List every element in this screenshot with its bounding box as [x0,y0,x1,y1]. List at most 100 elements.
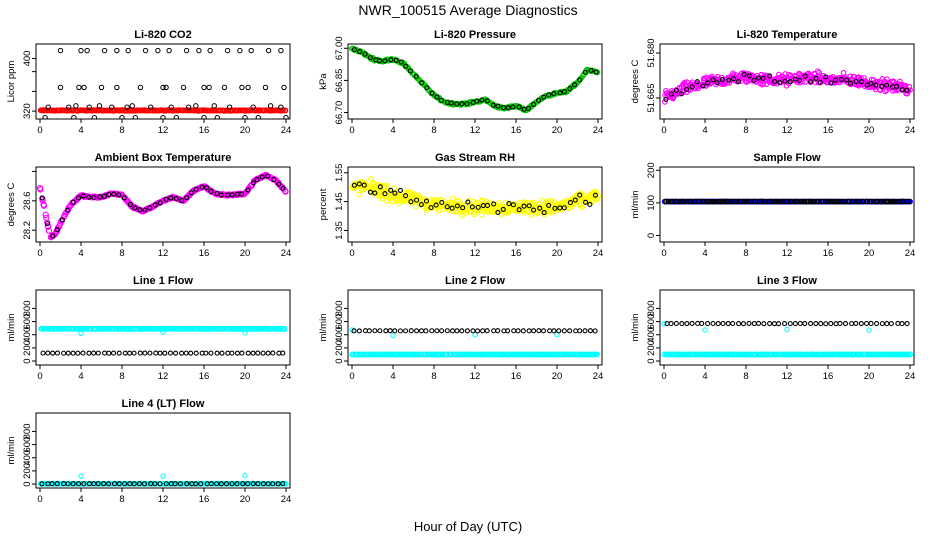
data-point [541,94,547,100]
data-point [86,350,92,356]
panel-title: Line 3 Flow [757,275,817,287]
x-tick-label: 20 [552,125,563,136]
data-point [397,187,403,193]
y-tick-label: 800 [334,300,345,316]
series-black [39,173,286,239]
data-point [224,47,231,54]
data-point [588,67,594,73]
data-point [861,351,868,358]
data-point [127,350,133,356]
data-point [362,51,368,57]
data-point [879,83,885,90]
data-point [879,321,885,327]
data-point [245,350,251,356]
data-point [661,320,667,327]
x-tick-label: 0 [37,371,42,382]
x-tick-label: 16 [199,494,210,505]
data-point [226,104,233,110]
x-tick-label: 16 [511,248,522,259]
data-point [116,481,122,487]
data-point [65,350,71,356]
y-tick-label: 0 [334,358,345,363]
data-point [866,327,872,333]
data-point [40,202,48,209]
data-point [595,192,602,199]
data-point [100,481,107,487]
data-point [775,198,781,205]
data-point [160,84,166,91]
x-tick-label: 24 [593,248,604,259]
data-point [270,481,276,487]
data-point [424,85,430,91]
data-point [766,198,772,205]
y-tick-label: 200 [646,162,657,178]
data-point [868,320,874,327]
data-point [484,202,491,209]
data-point [39,195,45,201]
data-point [45,227,53,234]
data-point [495,103,501,109]
data-point [116,350,122,356]
data-point [408,199,414,205]
data-point [572,197,578,203]
data-point [700,83,706,89]
x-tick-label: 12 [158,494,169,505]
x-tick-label: 20 [864,248,875,259]
data-point [57,47,64,54]
data-point [234,350,240,356]
x-tick-label: 4 [702,125,707,136]
data-point [868,198,875,205]
data-point [893,198,900,205]
data-point [823,74,829,80]
data-point [530,101,537,107]
panel-title: Line 1 Flow [133,275,193,287]
data-point [131,350,137,356]
x-tick-label: 16 [511,371,522,382]
data-point [254,177,260,183]
data-point [472,332,478,338]
data-point [664,321,670,327]
data-point [70,350,76,356]
data-point [536,328,542,334]
data-point [531,328,537,334]
data-point [351,182,357,188]
data-point [760,80,767,87]
data-point [59,217,65,223]
x-tick-label: 24 [281,494,292,505]
y-tick-label: 0 [646,233,657,238]
data-point [479,97,485,103]
data-point [746,320,752,326]
data-point [520,328,526,334]
data-point [356,328,362,334]
panel-title: Li-820 CO2 [134,29,191,41]
data-point [91,114,98,119]
data-point [758,198,765,205]
data-point [184,195,190,201]
data-point [582,328,588,334]
data-point [684,198,691,205]
data-point [484,328,490,334]
data-point [413,73,419,79]
y-axis-label: ml/min [630,191,641,219]
data-layer [662,68,913,105]
data-point [61,350,67,356]
data-point [179,350,185,356]
data-point [248,47,254,54]
data-point [429,90,435,96]
data-point [218,192,224,198]
data-point [574,351,581,358]
data-point [422,351,429,358]
y-tick-label: 1.55 [334,164,345,183]
data-point [160,329,166,335]
data-point [546,92,552,98]
data-point [899,321,905,327]
data-point [505,105,511,111]
data-point [771,321,777,327]
data-point [76,195,82,201]
data-point [808,320,814,327]
data-point [896,198,903,205]
data-point [361,182,367,188]
series-black [42,47,289,119]
data-point [203,350,209,356]
